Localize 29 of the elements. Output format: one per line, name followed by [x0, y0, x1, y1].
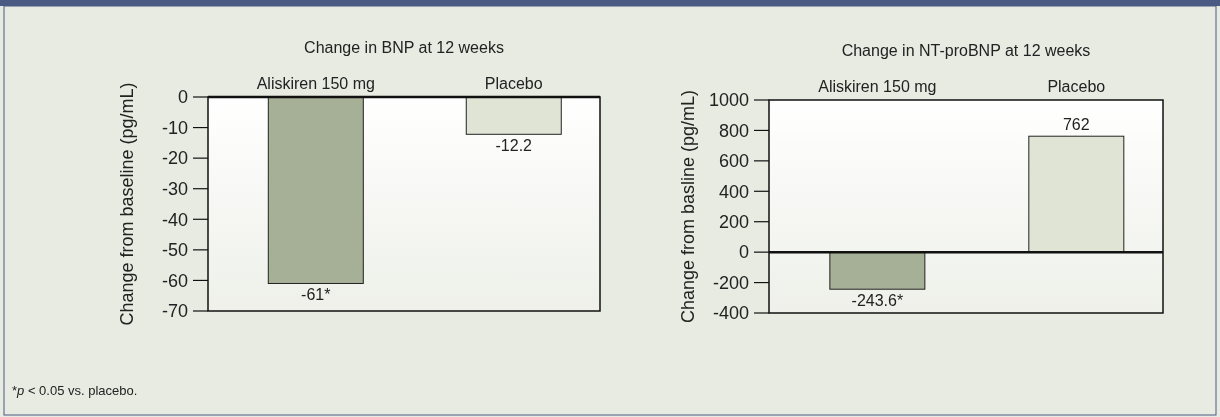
y-tick-label: -30	[161, 179, 188, 200]
y-tick-label: 800	[718, 120, 749, 141]
x-tick-label: Placebo	[484, 75, 543, 92]
data-label: -243.6*	[851, 292, 904, 310]
y-tick-label: 200	[718, 212, 749, 233]
y-axis-title: Change from baseline (pg/mL)	[117, 82, 137, 326]
data-label: 762	[1062, 116, 1090, 134]
y-tick-label: -40	[161, 209, 188, 230]
y-axis-title: Change from basline (pg/mL)	[678, 89, 698, 324]
chart-title: Change in BNP at 12 weeks	[304, 39, 504, 56]
y-tick-label: -50	[161, 240, 188, 261]
data-label: -61*	[301, 286, 331, 304]
x-tick-label: Placebo	[1047, 78, 1106, 95]
y-tick-label: -200	[712, 272, 749, 293]
y-tick-label: -60	[161, 270, 188, 291]
chart-title: Change in NT-proBNP at 12 weeks	[841, 42, 1091, 59]
x-tick-label: Aliskiren 150 mg	[256, 75, 375, 92]
y-tick-label: 0	[177, 87, 188, 108]
y-tick-label: 400	[718, 181, 749, 202]
y-tick-label: 600	[718, 151, 749, 172]
data-label: -12.2	[495, 137, 533, 155]
y-tick-label: 1000	[708, 90, 749, 111]
x-tick-label: Aliskiren 150 mg	[818, 78, 937, 95]
y-tick-label: -70	[161, 301, 188, 322]
y-tick-label: -20	[161, 148, 188, 169]
y-tick-label: -10	[161, 117, 188, 138]
text: *p < 0.05 vs. placebo.	[12, 383, 138, 398]
y-tick-label: -400	[712, 303, 749, 324]
y-tick-label: 0	[738, 242, 749, 263]
